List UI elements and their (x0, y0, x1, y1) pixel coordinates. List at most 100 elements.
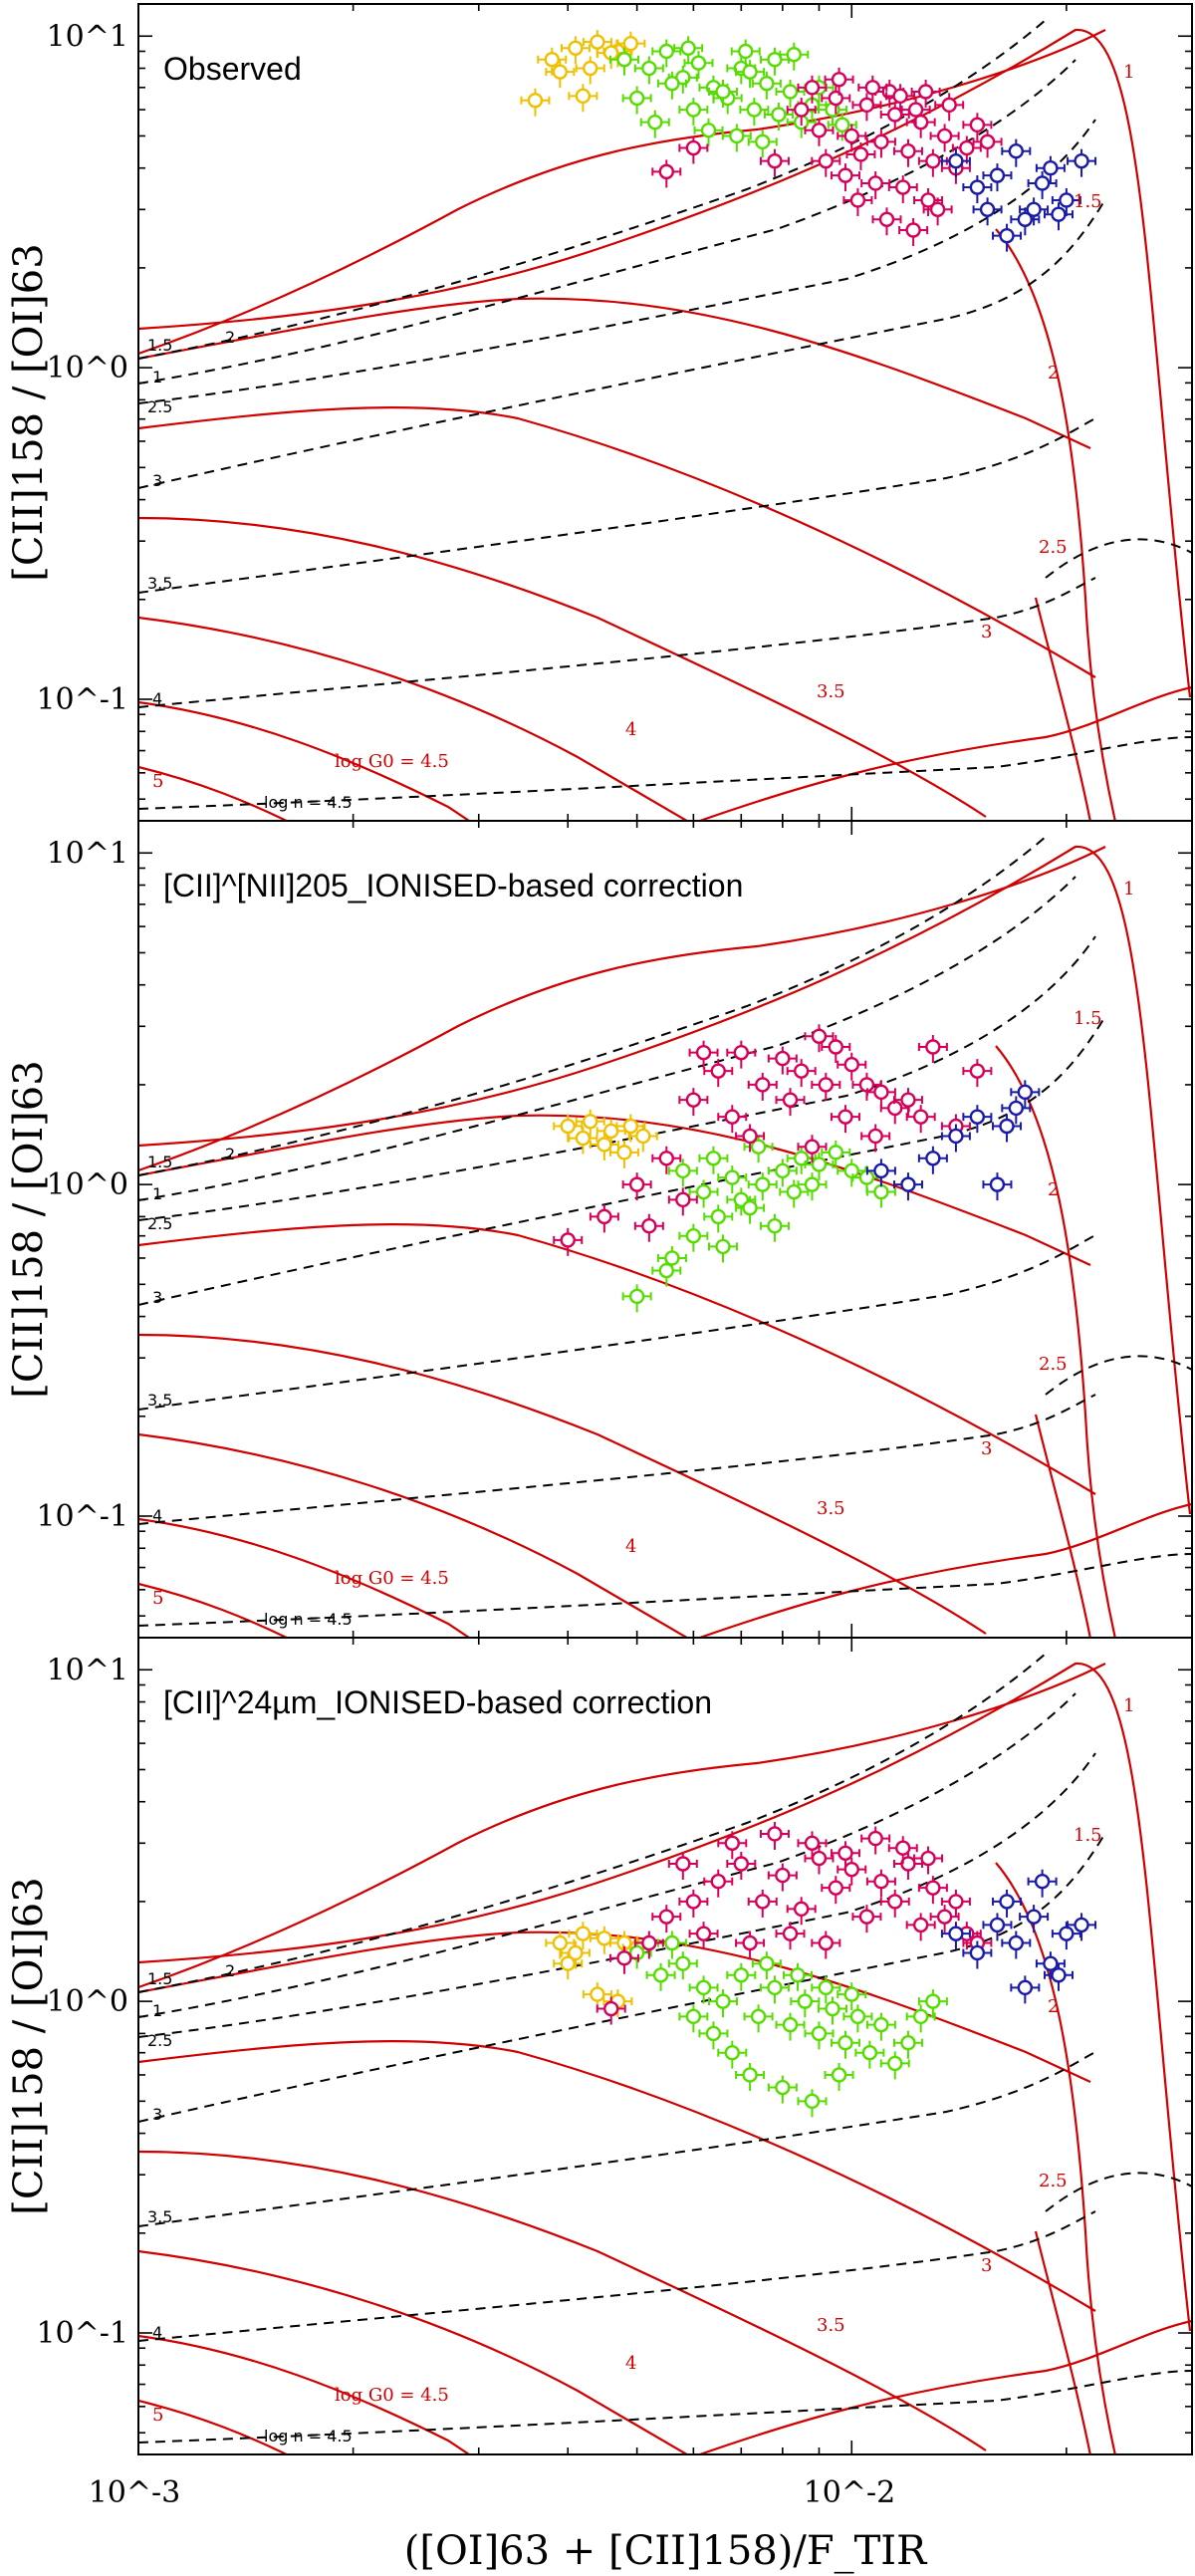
data-point (667, 1851, 698, 1880)
data-point (678, 1889, 709, 1918)
data-point (667, 1951, 698, 1980)
red-label-4.5: log G0 = 4.5 (335, 751, 449, 772)
red-label-2: 2 (1048, 1996, 1059, 2017)
y-tick-label: 10^-1 (36, 2316, 128, 2351)
data-point (703, 1059, 734, 1088)
data-point (940, 1922, 971, 1950)
data-point (854, 2040, 885, 2069)
y-tick-label: 10^0 (47, 351, 128, 386)
data-point (520, 88, 551, 117)
data-point (865, 1080, 896, 1109)
data-point (726, 1851, 757, 1880)
data-point (992, 1114, 1023, 1143)
data-point (575, 56, 605, 85)
data-point (730, 39, 761, 68)
data-point (596, 1119, 626, 1148)
data-point (633, 1931, 664, 1959)
data-point (860, 170, 891, 199)
black-label-log-n: log n = 4.5 (264, 2427, 353, 2446)
data-point (767, 1046, 798, 1075)
data-point (992, 1889, 1023, 1918)
series-layer (553, 1024, 1041, 1313)
data-point (688, 1040, 719, 1069)
series-orange (520, 30, 646, 117)
data-point (783, 1962, 814, 1991)
y-tick-label: 10^-1 (36, 682, 128, 717)
data-point (688, 1922, 719, 1950)
data-point (537, 47, 568, 76)
data-point (678, 1223, 709, 1252)
data-point (917, 1876, 948, 1905)
y-tick-label: 10^0 (47, 1167, 128, 1202)
data-point (703, 1869, 734, 1898)
data-point (735, 1931, 766, 1959)
red-label-2: 2 (1048, 1179, 1059, 1200)
red-label-4.5: log G0 = 4.5 (335, 1568, 449, 1589)
series-blue (940, 138, 1097, 252)
red-label-5: 5 (152, 2405, 163, 2426)
data-point (821, 1876, 851, 1905)
data-point (589, 1204, 619, 1233)
data-point (735, 60, 766, 89)
black-label-1: 1 (152, 1184, 162, 1203)
data-point (708, 80, 739, 109)
data-point (892, 138, 923, 167)
series-magenta (596, 1821, 993, 2025)
data-point (913, 187, 944, 216)
data-point (865, 1869, 896, 1898)
black-label-1: 1 (152, 2001, 162, 2020)
data-point (747, 1072, 778, 1101)
data-point (568, 1922, 598, 1950)
data-point (726, 1962, 757, 1991)
data-point (811, 148, 841, 177)
data-point (589, 1926, 619, 1954)
data-point (759, 1975, 790, 2004)
y-axis-label: [CII]158 / [OI]63 (6, 1877, 52, 2214)
data-point (627, 1124, 658, 1153)
data-point (786, 1897, 817, 1926)
series-orange (545, 1922, 652, 2018)
data-point (842, 187, 873, 216)
x-tick-label-1e-3: 10^-3 (89, 2475, 181, 2510)
data-point (871, 207, 902, 236)
black-label-log-n: log n = 4.5 (264, 793, 353, 812)
data-point (811, 1931, 841, 1959)
red-label-1.5: 1.5 (1074, 1008, 1102, 1029)
data-point (865, 2012, 896, 2041)
data-point (860, 1124, 891, 1153)
data-point (739, 98, 770, 127)
data-point (673, 36, 704, 65)
series-orange (553, 1109, 658, 1168)
data-point (678, 1088, 709, 1117)
data-point (545, 60, 576, 89)
data-point (656, 1931, 687, 1959)
x-tick-label-1e-2: 10^-2 (804, 2475, 896, 2510)
data-point (589, 1132, 619, 1160)
data-point (962, 1105, 993, 1134)
data-point (775, 1088, 806, 1117)
data-point (751, 71, 782, 100)
black-label-4: 4 (152, 2323, 162, 2342)
black-label-1.5: 1.5 (147, 1969, 172, 1988)
data-point (982, 1172, 1013, 1201)
y-tick-label: 10^1 (47, 19, 128, 54)
data-point (708, 1234, 739, 1263)
black-label-2.5: 2.5 (147, 2031, 172, 2050)
data-point (775, 2012, 806, 2041)
data-point (790, 1989, 821, 2018)
red-label-1.5: 1.5 (1074, 191, 1102, 212)
black-label-2.5: 2.5 (147, 397, 172, 416)
data-point (905, 1105, 936, 1134)
data-point (887, 1836, 918, 1865)
data-point (735, 2062, 766, 2091)
data-point (1067, 1913, 1097, 1941)
data-point (1067, 148, 1097, 177)
data-point (751, 1951, 782, 1980)
data-point (972, 129, 1003, 158)
data-point (759, 1213, 790, 1242)
data-point (857, 75, 888, 104)
data-point (633, 1213, 664, 1242)
data-point (767, 1159, 798, 1187)
data-point (917, 1989, 948, 2018)
model-labels: 1 1.5 2 2.5 3 3.5 4 log G0 = 4.5 5 1.5 2… (147, 879, 1134, 1629)
